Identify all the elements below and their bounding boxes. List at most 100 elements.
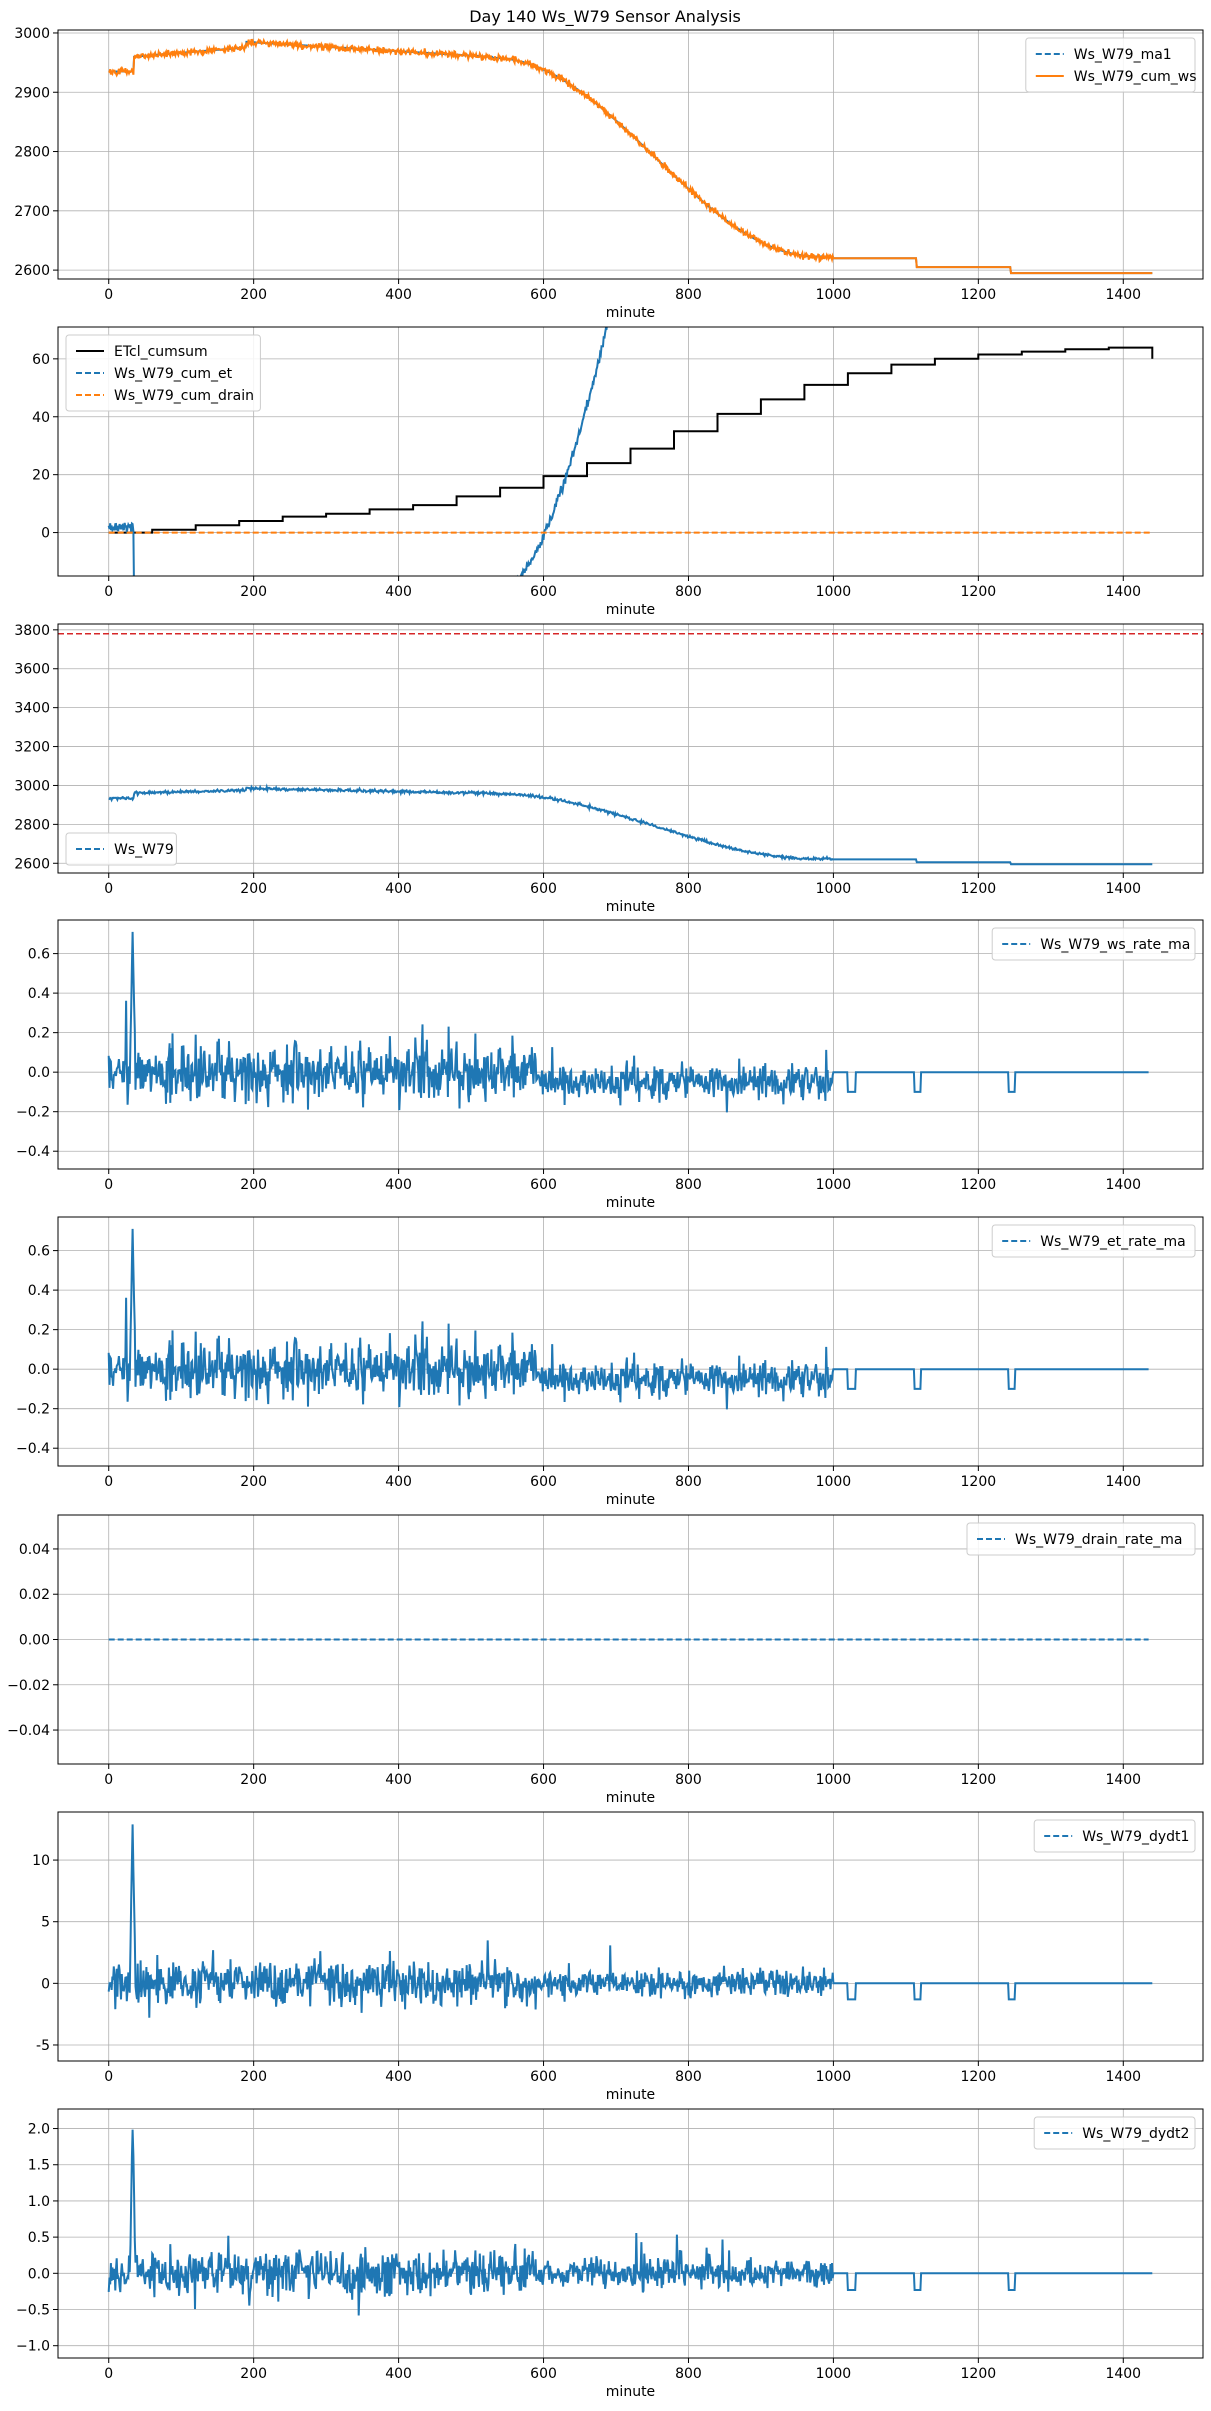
x-tick-label: 800 <box>675 287 702 303</box>
legend-label: Ws_W79_et_rate_ma <box>1040 1234 1186 1250</box>
x-tick-label: 0 <box>104 881 113 897</box>
y-tick-label: 0.0 <box>28 1065 50 1081</box>
legend-label: Ws_W79_ma1 <box>1074 47 1172 63</box>
x-tick-label: 200 <box>240 584 267 600</box>
y-tick-label: 0.5 <box>28 2230 50 2246</box>
x-tick-label: 600 <box>530 2069 557 2085</box>
legend: Ws_W79_ws_rate_ma <box>991 927 1196 961</box>
y-tick-label: 0.4 <box>28 1283 50 1299</box>
y-tick-label: −0.5 <box>16 2303 50 2319</box>
legend-label: Ws_W79_dydt2 <box>1082 2126 1189 2142</box>
x-tick-label: 200 <box>240 287 267 303</box>
x-axis-label: minute <box>606 2384 655 2400</box>
x-tick-label: 1200 <box>961 1474 997 1490</box>
y-tick-label: 3600 <box>14 662 50 678</box>
y-tick-label: 2800 <box>14 145 50 161</box>
y-tick-label: 0 <box>41 526 50 542</box>
x-tick-label: 600 <box>530 584 557 600</box>
y-tick-label: 20 <box>32 468 50 484</box>
series-line-Ws_W79_dydt1 <box>107 1824 1153 2018</box>
x-tick-label: 0 <box>104 1474 113 1490</box>
x-tick-label: 1000 <box>816 287 852 303</box>
axes-frame <box>57 2108 1204 2359</box>
y-tick-label: 0 <box>41 1976 50 1992</box>
x-tick-label: 400 <box>385 1474 412 1490</box>
x-tick-label: 1400 <box>1105 584 1141 600</box>
x-tick-label: 1000 <box>816 1177 852 1193</box>
y-tick-label: 0.04 <box>19 1542 50 1558</box>
axes-frame <box>57 326 1204 577</box>
x-tick-label: 0 <box>104 287 113 303</box>
axes-frame <box>57 29 1204 280</box>
x-tick-label: 400 <box>385 584 412 600</box>
y-tick-label: 2800 <box>14 817 50 833</box>
x-tick-label: 1200 <box>961 2069 997 2085</box>
x-tick-label: 1400 <box>1105 287 1141 303</box>
y-tick-label: 3000 <box>14 778 50 794</box>
panels: 0 200 400 600 800 1000 1200 1400260027002800290… <box>7 26 1204 2400</box>
x-tick-label: 200 <box>240 881 267 897</box>
legend: Ws_W79_dydt2 <box>1033 2116 1196 2150</box>
y-tick-label: 40 <box>32 410 50 426</box>
series-line-Ws_W79 <box>108 783 1153 866</box>
x-tick-label: 600 <box>530 2366 557 2382</box>
x-tick-label: 400 <box>385 2069 412 2085</box>
x-tick-label: 1400 <box>1105 2366 1141 2382</box>
x-tick-label: 1400 <box>1105 881 1141 897</box>
subplot-6: 0 200 400 600 800 1000 1200 1400 −0.04 −0.02 0.00 0… <box>7 1514 1204 1806</box>
y-tick-label: 3000 <box>14 26 50 42</box>
x-tick-label: 1000 <box>816 2366 852 2382</box>
x-tick-label: 600 <box>530 1177 557 1193</box>
subplot-1: 0 200 400 600 800 1000 1200 1400 2600 2700 2800 290… <box>14 26 1204 321</box>
y-tick-label: 0.2 <box>28 1026 50 1042</box>
x-tick-label: 400 <box>385 1177 412 1193</box>
series-line-Ws_W79_ma1 <box>108 40 1153 275</box>
x-tick-label: 800 <box>675 1474 702 1490</box>
subplot-4: 0 200 400 600 800 1000 1200 1400 −0.4 −0.2 0.0 0.2 0… <box>16 919 1204 1211</box>
x-tick-label: 0 <box>104 2069 113 2085</box>
x-tick-label: 1200 <box>961 1177 997 1193</box>
axes-frame <box>57 1811 1204 2062</box>
y-tick-label: 10 <box>32 1853 50 1869</box>
y-tick-label: 3200 <box>14 740 50 756</box>
subplot-8: 0 200 400 600 800 1000 1200 1400 −1.0 −0.5 0.0 0.5 1… <box>16 2108 1204 2400</box>
y-tick-label: −0.4 <box>16 1144 50 1160</box>
x-axis-label: minute <box>606 602 655 618</box>
legend-label: Ws_W79_cum_et <box>114 366 233 382</box>
y-tick-label: 3400 <box>14 701 50 717</box>
x-tick-label: 800 <box>675 1177 702 1193</box>
x-tick-label: 600 <box>530 881 557 897</box>
x-tick-label: 1200 <box>961 881 997 897</box>
x-axis-label: minute <box>606 1790 655 1806</box>
x-tick-label: 400 <box>385 881 412 897</box>
y-tick-label: 0.2 <box>28 1323 50 1339</box>
x-tick-label: 800 <box>675 1772 702 1788</box>
y-tick-label: -5 <box>36 2038 50 2054</box>
y-tick-label: 0.0 <box>28 1362 50 1378</box>
x-tick-label: 400 <box>385 2366 412 2382</box>
legend-label: Ws_W79_drain_rate_ma <box>1015 1532 1182 1548</box>
x-tick-label: 800 <box>675 881 702 897</box>
x-tick-label: 1400 <box>1105 1474 1141 1490</box>
y-tick-label: −1.0 <box>16 2339 50 2355</box>
y-tick-label: 2900 <box>14 85 50 101</box>
x-tick-label: 1400 <box>1105 2069 1141 2085</box>
x-tick-label: 0 <box>104 1177 113 1193</box>
legend-label: Ws_W79_dydt1 <box>1082 1829 1189 1845</box>
y-tick-label: 5 <box>41 1915 50 1931</box>
series-line-Ws_W79_cum_et <box>107 327 608 576</box>
x-tick-label: 400 <box>385 1772 412 1788</box>
subplot-3: 0 200 400 600 800 1000 1200 1400 2600 2800 3000 320… <box>14 623 1204 915</box>
x-tick-label: 1000 <box>816 584 852 600</box>
figure-title: Day 140 Ws_W79 Sensor Analysis <box>469 7 741 27</box>
y-tick-label: 2600 <box>14 263 50 279</box>
legend: Ws_W79_dydt1 <box>1033 1819 1196 1853</box>
x-tick-label: 200 <box>240 2069 267 2085</box>
x-tick-label: 1000 <box>816 1772 852 1788</box>
legend: Ws_W79_drain_rate_ma <box>966 1522 1196 1556</box>
y-tick-label: 0.00 <box>19 1633 50 1649</box>
legend: Ws_W79_ma1 Ws_W79_cum_ws <box>1025 37 1197 93</box>
x-tick-label: 1200 <box>961 584 997 600</box>
y-tick-label: 2.0 <box>28 2122 50 2138</box>
x-tick-label: 600 <box>530 1474 557 1490</box>
